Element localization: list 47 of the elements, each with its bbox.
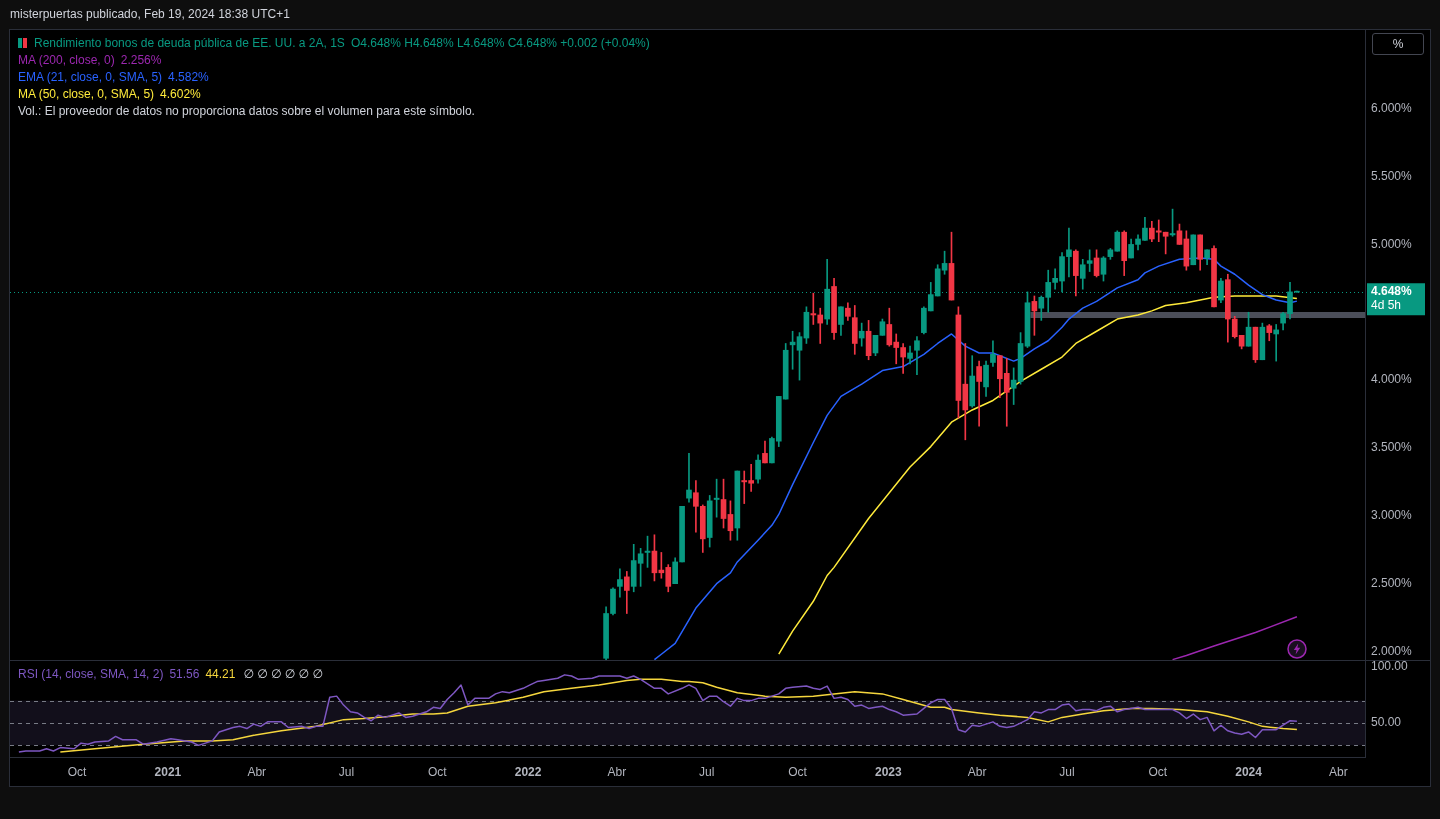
candlestick: [617, 568, 623, 598]
annotation: 4.602%: [160, 87, 201, 101]
x-tick-label: Abr: [607, 764, 627, 779]
x-tick-label: Abr: [967, 764, 987, 779]
x-tick-label: Oct: [788, 764, 808, 779]
x-tick-label: 2023: [874, 764, 902, 779]
annotation: Vol.: El proveedor de datos no proporciona datos sobre el volumen para este símbolo.: [18, 103, 475, 120]
y-tick-label: 50.00: [1371, 715, 1402, 730]
text: MA (200, close, 0): [18, 53, 115, 67]
text: RSI (14, close, SMA, 14, 2): [18, 667, 164, 681]
candlestick: [976, 360, 982, 427]
annotation: 2.256%: [120, 53, 162, 67]
y-tick-label: 3.500%: [1371, 440, 1413, 455]
legend-label: Rendimiento bonos de deuda pública de EE. UU. a 2A, 1S: [34, 36, 345, 50]
text: EMA (21, close, 0, SMA, 5): [18, 70, 163, 84]
x-tick-label: 2021: [154, 764, 182, 779]
y-tick-label: 3.000%: [1371, 508, 1413, 523]
candlestick: [686, 453, 692, 503]
annotation: ∅ ∅ ∅ ∅ ∅ ∅: [243, 666, 323, 683]
ref-line-label: 4.648%: [1371, 284, 1413, 299]
x-tick-label: 2022: [514, 764, 542, 779]
text: MA (50, close, 0, SMA, 5): [18, 87, 155, 101]
y-tick-label: 4.000%: [1371, 372, 1413, 387]
x-tick-label: Oct: [67, 764, 88, 779]
candlestick: [817, 307, 824, 344]
y-tick-label: 5.000%: [1371, 236, 1413, 251]
annotation: 4d 5h: [1371, 298, 1402, 313]
x-tick-label: 2024: [1235, 764, 1263, 779]
x-tick-label: Oct: [427, 764, 448, 779]
x-tick-label: Jul: [699, 764, 715, 779]
y-tick-label: 6.000%: [1371, 101, 1413, 116]
x-tick-label: Jul: [338, 764, 355, 779]
x-tick-label: Oct: [1148, 764, 1168, 779]
annotation: 44.21: [205, 667, 236, 681]
y-tick-label: 5.500%: [1371, 168, 1413, 183]
x-tick-label: Jul: [1059, 764, 1075, 779]
y-tick-label: 2.000%: [1371, 643, 1413, 658]
y-tick-label: 2.500%: [1371, 575, 1413, 590]
annotation: 4.582%: [168, 70, 209, 84]
annotation: O4.648% H4.648% L4.648% C4.648% +0.002 (+0.04%): [350, 36, 650, 50]
chart-title: misterpuertas publicado, Feb 19, 2024 18:38 UTC+1: [10, 6, 290, 22]
candlestick: [810, 292, 817, 325]
y-tick-label: 100.00: [1371, 659, 1409, 674]
y-axis-title: %: [1372, 33, 1424, 55]
x-tick-label: Abr: [1329, 764, 1348, 779]
annotation: 51.56: [169, 667, 200, 681]
x-tick-label: Abr: [247, 764, 267, 779]
